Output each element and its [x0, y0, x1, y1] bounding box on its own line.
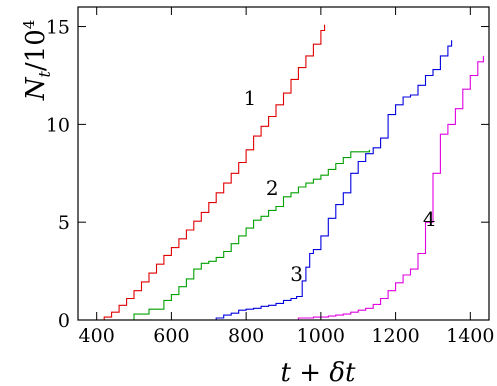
- y-tick-label: 5: [58, 212, 70, 234]
- y-tick-label: 10: [46, 114, 70, 136]
- axis-ticks: 400 600 800 1000 1200 1400 0 5 10 15: [46, 7, 494, 347]
- y-axis-label: Nt/104: [20, 20, 54, 102]
- x-tick-label: 600: [153, 325, 189, 347]
- svg-text:Nt/104: Nt/104: [20, 20, 54, 102]
- series-label-1: 1: [244, 86, 257, 110]
- plot-frame: [77, 6, 490, 321]
- series-label-2: 2: [266, 176, 279, 200]
- series-label-4: 4: [423, 207, 436, 231]
- y-tick-label: 15: [46, 17, 70, 39]
- plot-area: [96, 24, 484, 321]
- series-labels: 1 2 3 4: [244, 86, 436, 286]
- x-tick-label: 1200: [371, 325, 419, 347]
- y-tick-label: 0: [58, 310, 70, 332]
- x-tick-label: 1400: [446, 325, 494, 347]
- x-tick-label: 800: [228, 325, 264, 347]
- series-line-2: [130, 149, 370, 321]
- series-line-3: [208, 40, 453, 321]
- series-label-3: 3: [290, 262, 303, 286]
- series-line-1: [96, 24, 326, 321]
- x-tick-label: 400: [79, 325, 115, 347]
- x-tick-label: 1000: [297, 325, 345, 347]
- series-line-4: [283, 55, 484, 321]
- x-axis-label: t + δt: [281, 358, 356, 386]
